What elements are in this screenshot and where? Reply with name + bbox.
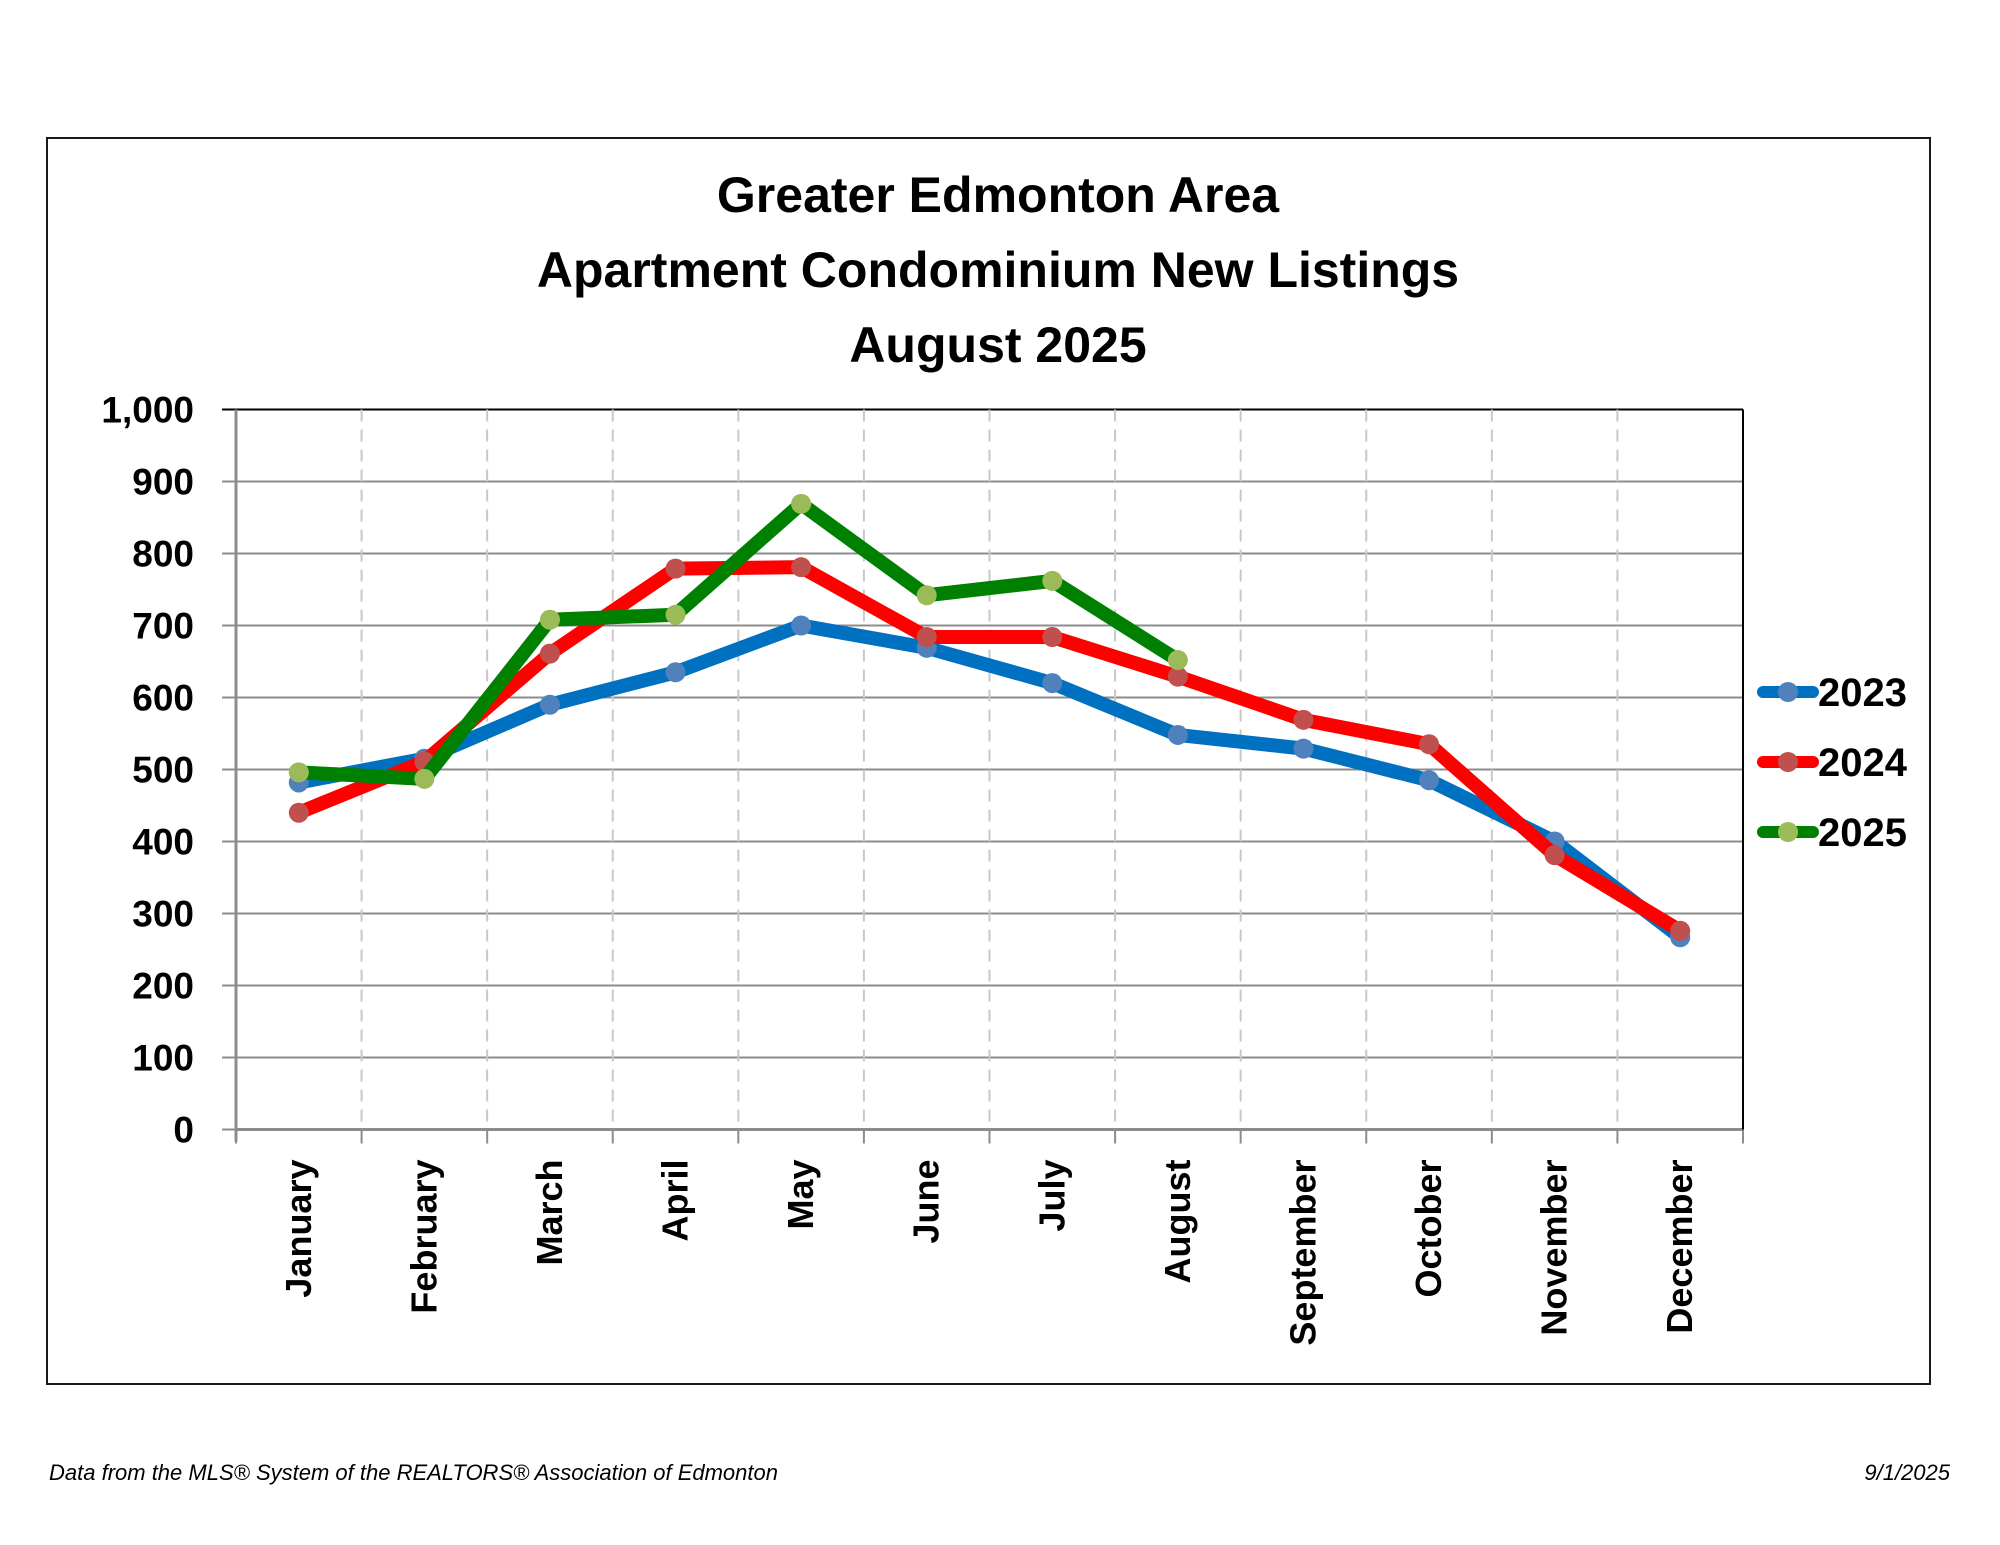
data-point <box>1167 666 1188 687</box>
legend-label: 2023 <box>1818 671 1907 715</box>
y-tick-label: 300 <box>132 894 194 935</box>
data-point <box>791 557 812 578</box>
data-point <box>791 615 812 636</box>
chart-title-line-1: Greater Edmonton Area <box>717 167 1280 223</box>
y-tick-label: 1,000 <box>101 390 194 431</box>
x-tick-label: October <box>1408 1160 1449 1298</box>
y-tick-label: 100 <box>132 1038 194 1079</box>
legend-item-2023: 2023 <box>1757 671 1907 715</box>
gridlines <box>222 408 1743 1131</box>
data-point <box>539 609 560 630</box>
axes <box>234 409 1744 1144</box>
data-point <box>288 762 309 783</box>
data-point <box>539 694 560 715</box>
footer-date: 9/1/2025 <box>1864 1460 1950 1485</box>
x-axis-tick-labels: January February March April May June July Augu… <box>278 1159 1700 1345</box>
x-tick-label: June <box>906 1160 947 1244</box>
series-line-2023 <box>291 618 1688 945</box>
data-point <box>1167 650 1188 671</box>
data-point <box>288 802 309 823</box>
series-line-2025 <box>291 496 1185 786</box>
x-tick-label: January <box>278 1160 319 1298</box>
y-tick-label: 400 <box>132 822 194 863</box>
data-point <box>1042 627 1063 648</box>
data-point <box>1293 709 1314 730</box>
x-tick-label: September <box>1282 1160 1323 1346</box>
data-point <box>414 768 435 789</box>
x-tick-label: August <box>1157 1159 1198 1283</box>
data-point <box>1419 734 1440 755</box>
legend-marker-swatch <box>1778 682 1798 702</box>
y-tick-label: 800 <box>132 534 194 575</box>
data-point <box>1293 738 1314 759</box>
data-point <box>665 662 686 683</box>
data-point <box>1042 570 1063 591</box>
x-tick-label: December <box>1659 1160 1700 1334</box>
legend-item-2024: 2024 <box>1757 741 1908 785</box>
series-2025 <box>288 493 1188 789</box>
series-2024 <box>288 557 1691 941</box>
series-line-2024 <box>291 560 1688 938</box>
chart-title-line-2: Apartment Condominium New Listings <box>537 242 1459 298</box>
data-point <box>916 627 937 648</box>
x-tick-label: March <box>529 1160 570 1266</box>
legend-label: 2024 <box>1818 741 1908 785</box>
data-point <box>539 643 560 664</box>
legend-item-2025: 2025 <box>1757 811 1907 855</box>
data-point <box>1670 920 1691 941</box>
y-tick-label: 600 <box>132 678 194 719</box>
chart-title-line-3: August 2025 <box>849 317 1146 373</box>
footer-source-note: Data from the MLS® System of the REALTOR… <box>49 1460 778 1485</box>
data-point <box>665 558 686 579</box>
data-point <box>791 493 812 514</box>
y-tick-label: 700 <box>132 606 194 647</box>
y-tick-label: 900 <box>132 462 194 503</box>
x-tick-label: May <box>780 1160 821 1230</box>
data-point <box>916 585 937 606</box>
data-point <box>1419 770 1440 791</box>
y-tick-label: 0 <box>173 1110 194 1151</box>
legend-marker-swatch <box>1778 752 1798 772</box>
legend: 2023 2024 2025 <box>1757 671 1908 855</box>
x-tick-label: April <box>655 1160 696 1242</box>
legend-marker-swatch <box>1778 822 1798 842</box>
data-point <box>1042 673 1063 694</box>
x-tick-label: November <box>1534 1160 1575 1336</box>
y-tick-label: 200 <box>132 966 194 1007</box>
data-point <box>1167 724 1188 745</box>
data-point <box>1544 845 1565 866</box>
y-axis-tick-labels: 0 100 200 300 400 500 600 700 800 900 1,000 <box>101 390 194 1151</box>
x-tick-label: February <box>403 1160 444 1314</box>
chart-title: Greater Edmonton Area Apartment Condomin… <box>537 167 1459 373</box>
data-point <box>665 604 686 625</box>
y-tick-label: 500 <box>132 750 194 791</box>
legend-label: 2025 <box>1818 811 1907 855</box>
chart-frame <box>46 137 1931 1385</box>
x-tick-label: July <box>1031 1160 1072 1232</box>
series-group <box>288 493 1691 948</box>
